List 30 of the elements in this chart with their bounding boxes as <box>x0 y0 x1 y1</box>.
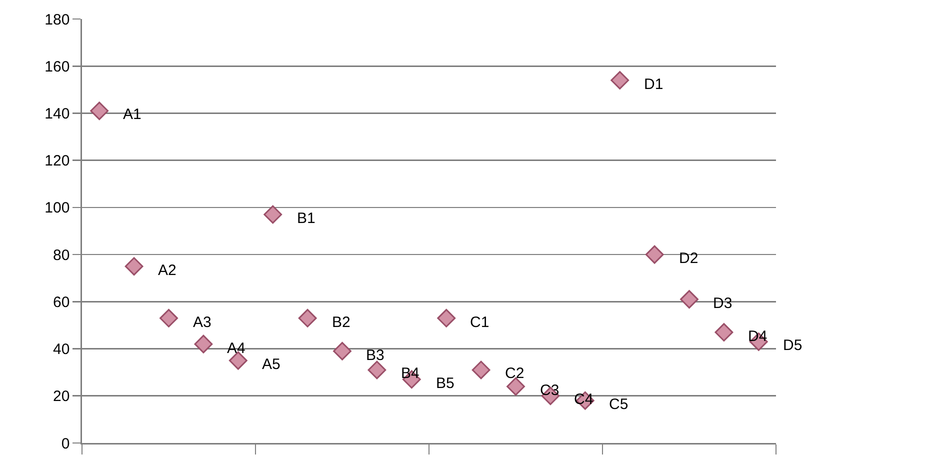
data-label: D1 <box>644 76 664 93</box>
data-label: A1 <box>123 106 142 123</box>
data-label: C1 <box>470 314 490 331</box>
y-tick-label: 0 <box>61 435 70 452</box>
y-tick-label: 60 <box>53 294 70 311</box>
data-label: B1 <box>297 210 316 227</box>
data-label: C4 <box>574 391 594 408</box>
data-label: B4 <box>401 365 420 382</box>
data-label: D2 <box>679 250 698 267</box>
data-label: A2 <box>158 262 176 279</box>
data-label: A5 <box>262 356 280 373</box>
y-tick-label: 180 <box>44 11 70 28</box>
y-tick-label: 80 <box>53 246 70 264</box>
data-label: D5 <box>783 337 802 354</box>
data-label: B2 <box>332 314 350 331</box>
data-label: A3 <box>193 314 212 331</box>
data-label: C3 <box>540 382 560 399</box>
y-tick-label: 100 <box>44 200 70 217</box>
y-tick-label: 40 <box>53 341 70 358</box>
data-label: D3 <box>713 295 732 312</box>
y-tick-label: 140 <box>44 105 70 122</box>
y-tick-label: 20 <box>53 388 70 406</box>
y-tick-label: 160 <box>44 58 70 76</box>
data-label: B3 <box>366 347 384 364</box>
data-label: C5 <box>609 396 628 413</box>
data-label: A4 <box>227 340 246 357</box>
data-label: B5 <box>436 375 454 392</box>
y-tick-label: 120 <box>44 152 70 170</box>
data-label: C2 <box>505 365 524 382</box>
data-label: D4 <box>748 328 768 345</box>
